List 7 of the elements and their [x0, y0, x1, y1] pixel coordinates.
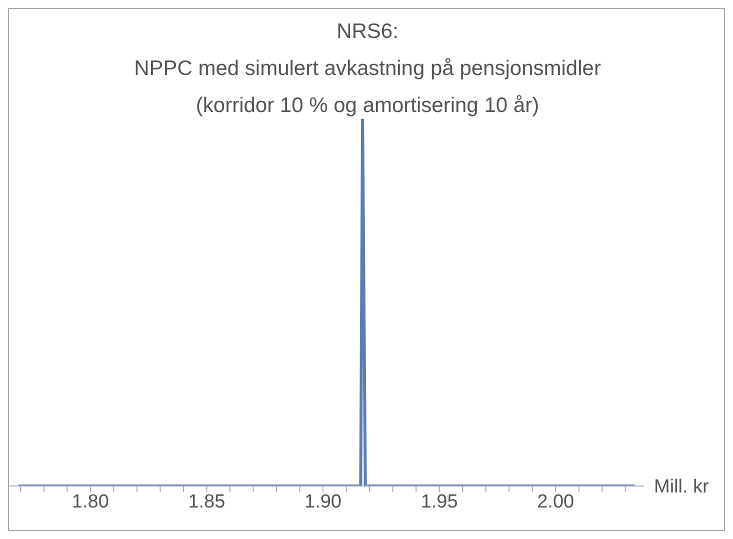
x-axis-title: Mill. kr [654, 476, 710, 498]
x-tick-label: 1.80 [72, 491, 109, 512]
x-tick-label: 2.00 [537, 491, 574, 512]
chart-title: NRS6: NPPC med simulert avkastning på pensjonsmidler (korridor 10 % og amortisering 10 år) [133, 19, 602, 119]
x-tick-label: 1.90 [304, 491, 342, 512]
x-tick-label: 1.85 [188, 491, 226, 512]
x-tick-label: 1.95 [420, 491, 458, 512]
